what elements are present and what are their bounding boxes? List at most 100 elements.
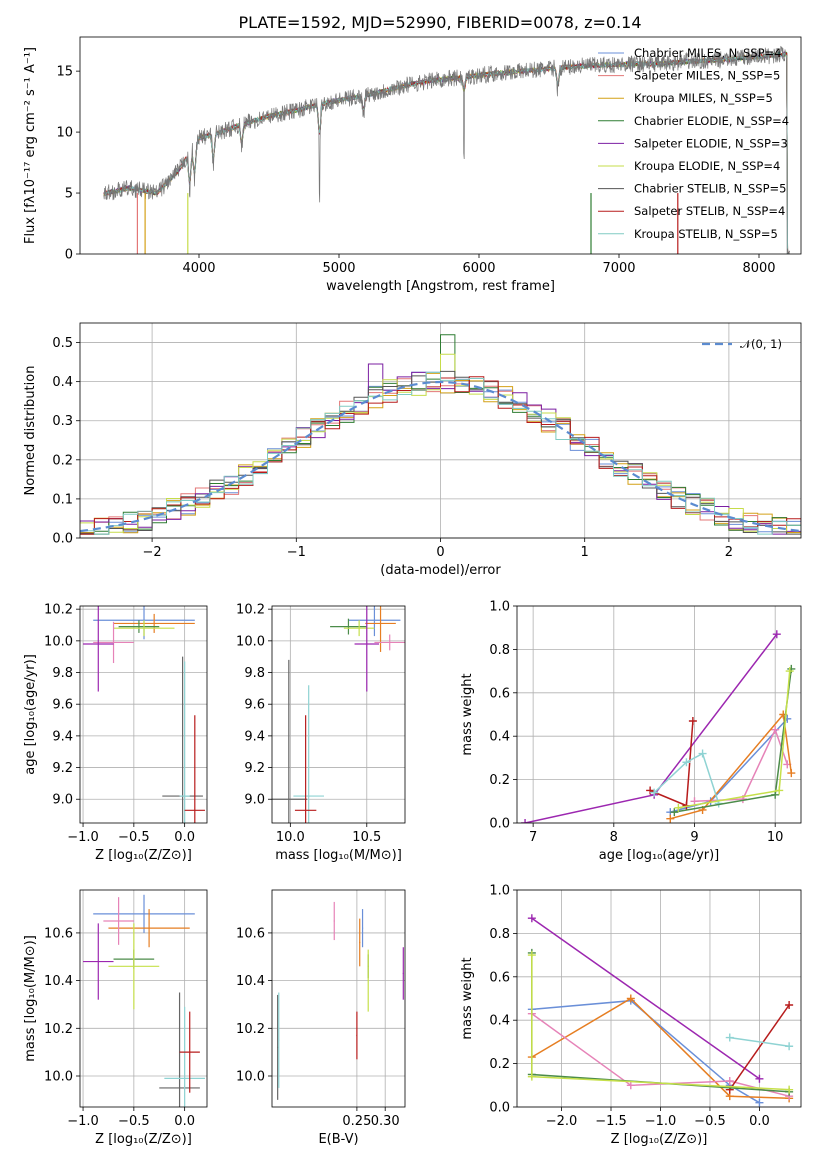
y-tick-label: 1.0 [489, 884, 510, 899]
x-axis-label: Z [log₁₀(Z/Z⊙)] [95, 848, 192, 863]
legend-label: Salpeter MILES, N_SSP=5 [634, 69, 780, 83]
x-tick-label: 2 [725, 545, 733, 560]
y-tick-label: 0.5 [52, 336, 73, 351]
x-axis-label: mass [log₁₀(M/M⊙)] [275, 848, 402, 863]
model-spectrum-line [103, 51, 790, 254]
age-vs-Z-axes: −1.0 −0.5 0.0 9.0 9.2 9.4 9.6 9.8 10.0 10.2 Z [log… [23, 603, 207, 863]
y-tick-label: 10.2 [236, 603, 265, 618]
weight-marker [772, 630, 781, 639]
y-tick-label: 9.8 [52, 666, 73, 681]
error-bars [83, 894, 205, 1107]
weight-marker [688, 717, 697, 726]
weight-vs-age-panel: 7 8 9 10 0.0 0.2 0.4 0.6 0.8 1.0 age [log₁₀(age/yr… [460, 600, 802, 863]
weight-line [729, 1036, 790, 1047]
weight-marker [698, 749, 707, 758]
x-tick-label: 0.0 [749, 1114, 770, 1129]
age-vs-mass-axes: 10.0 10.5 9.0 9.2 9.4 9.6 9.8 10.0 10.2 mass [log… [236, 603, 405, 863]
weight-lines [527, 914, 794, 1107]
legend-label: Kroupa ELODIE, N_SSP=4 [634, 159, 780, 173]
y-tick-label: 5 [65, 187, 73, 202]
weight-marker [755, 1074, 764, 1083]
plot-frame [516, 605, 802, 824]
y-axis-label: Flux [fλ10⁻¹⁷ erg cm⁻² s⁻¹ A⁻¹] [23, 47, 38, 244]
weight-marker [650, 788, 659, 797]
y-tick-label: 0.4 [489, 1014, 510, 1029]
y-tick-label: 0.0 [489, 1101, 510, 1116]
x-tick-label: 1 [581, 545, 589, 560]
weight-marker [521, 819, 530, 823]
y-tick-label: 0.2 [52, 453, 73, 468]
y-axis-label: age [log₁₀(age/yr)] [23, 654, 38, 775]
weight-marker [690, 797, 699, 806]
y-tick-label: 9.0 [52, 793, 73, 808]
weight-line [531, 997, 790, 1100]
y-tick-label: 10.2 [44, 1022, 73, 1037]
residuals-panel: −2 −1 0 1 2 0.0 0.1 0.2 0.3 0.4 0.5 (data-model)/er… [23, 322, 802, 578]
x-tick-label: 10.5 [352, 830, 381, 845]
x-tick-label: −1.5 [595, 1114, 627, 1129]
x-axis-label: age [log₁₀(age/yr)] [599, 848, 720, 863]
y-tick-label: 0.8 [489, 927, 510, 942]
figure-title: PLATE=1592, MJD=52990, FIBERID=0078, z=0… [238, 13, 641, 32]
weight-vs-Z-axes: −2.0 −1.5 −1.0 −0.5 0.0 0.0 0.2 0.4 0.6 0.8 1.0 Z [… [460, 884, 801, 1147]
error-bars [272, 606, 405, 823]
weight-marker [787, 769, 796, 778]
weight-line [531, 999, 760, 1104]
error-bars [277, 901, 404, 1100]
x-axis-label: E(B-V) [318, 1132, 358, 1147]
x-tick-label: 10.0 [276, 830, 305, 845]
residuals-axes: −2 −1 0 1 2 0.0 0.1 0.2 0.3 0.4 0.5 (data-model)/er… [23, 323, 801, 578]
weight-marker [674, 803, 683, 812]
x-tick-label: −1.0 [67, 1114, 99, 1129]
weight-marker [785, 1042, 794, 1051]
weight-marker [755, 1098, 764, 1107]
weight-marker [527, 1072, 536, 1081]
spectrum-legend: Chabrier MILES, N_SSP=4 Salpeter MILES, N… [598, 46, 789, 241]
y-tick-label: 9.6 [244, 698, 265, 713]
y-tick-label: 9.0 [244, 793, 265, 808]
x-tick-label: 8 [610, 830, 618, 845]
plot-frame [79, 605, 208, 824]
weight-marker [626, 994, 635, 1003]
weight-line [678, 671, 791, 809]
x-axis-label: Z [log₁₀(Z/Z⊙)] [611, 1132, 708, 1147]
weight-line [653, 752, 720, 804]
weight-line [531, 917, 760, 1080]
x-tick-label: −2.0 [546, 1114, 578, 1129]
y-tick-label: 9.8 [244, 666, 265, 681]
x-tick-label: 8000 [742, 261, 775, 276]
y-tick-label: 10.0 [236, 634, 265, 649]
spectrum-lines [103, 45, 791, 254]
age-vs-mass-panel: 10.0 10.5 9.0 9.2 9.4 9.6 9.8 10.0 10.2 mass [log… [236, 603, 406, 863]
plot-frame [79, 322, 802, 539]
y-tick-label: 10.6 [236, 926, 265, 941]
x-tick-label: −1.0 [645, 1114, 677, 1129]
model-spectrum-line [103, 50, 790, 254]
legend-label: Chabrier MILES, N_SSP=4 [634, 46, 781, 60]
plot-frame [516, 889, 802, 1108]
y-tick-label: 9.2 [52, 761, 73, 776]
x-axis-label: wavelength [Angstrom, rest frame] [326, 279, 555, 294]
x-tick-label: −1 [287, 545, 306, 560]
y-tick-label: 10.4 [236, 974, 265, 989]
legend-label: Chabrier ELODIE, N_SSP=4 [634, 114, 789, 128]
weight-marker [646, 786, 655, 795]
y-axis-label: mass weight [460, 673, 475, 755]
observed-spectrum-line [103, 45, 791, 254]
y-tick-label: 0.0 [52, 532, 73, 547]
x-tick-label: 10 [767, 830, 784, 845]
y-axis-label: mass [log₁₀(M/M⊙)] [23, 935, 38, 1062]
plot-frame [79, 36, 802, 255]
weight-marker [670, 808, 679, 817]
y-tick-label: 10 [56, 126, 73, 141]
weight-marker [527, 951, 536, 960]
spectrum-panel: 4000 5000 6000 7000 8000 0 5 10 15 wavelength [An… [23, 36, 802, 294]
legend-label: Salpeter STELIB, N_SSP=4 [634, 204, 785, 218]
weight-marker [666, 814, 675, 823]
weight-marker [527, 914, 536, 923]
y-tick-label: 0.6 [489, 686, 510, 701]
model-spectrum-line [103, 51, 789, 254]
weight-line [670, 712, 793, 820]
y-tick-label: 0.4 [489, 730, 510, 745]
